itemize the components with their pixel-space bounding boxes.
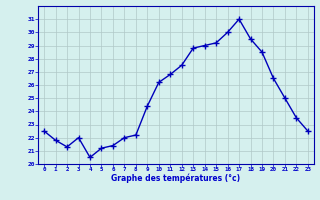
X-axis label: Graphe des températures (°c): Graphe des températures (°c)	[111, 174, 241, 183]
